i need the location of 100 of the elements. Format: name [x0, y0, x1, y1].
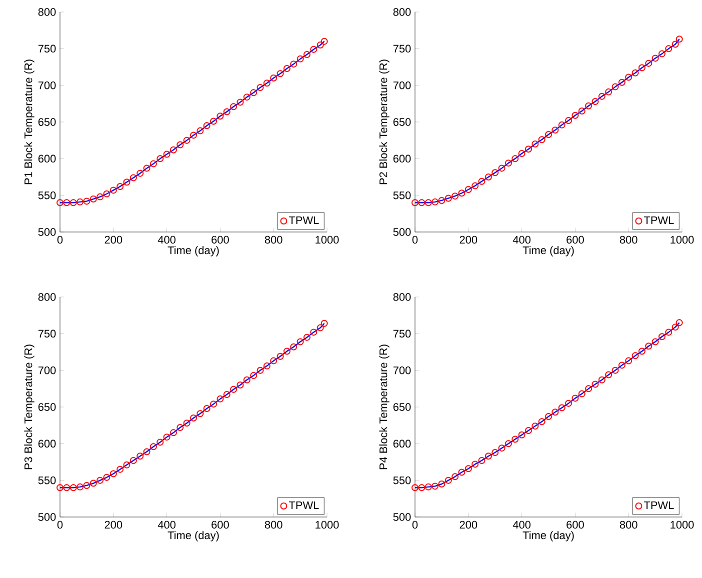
point: [652, 338, 659, 346]
point: [558, 121, 566, 128]
y-tick-label: 600: [393, 154, 411, 163]
y-tick-label: 500: [393, 228, 411, 236]
legend-label: TPWL: [644, 216, 674, 224]
point: [464, 186, 472, 193]
x-tick-label: 600: [566, 520, 584, 529]
x-tick-label: 600: [212, 520, 229, 529]
point: [504, 440, 512, 448]
point: [150, 443, 157, 450]
point: [96, 476, 104, 484]
y-tick-label: 550: [38, 476, 56, 484]
point: [498, 444, 506, 452]
x-tick-label: 400: [512, 520, 531, 529]
y-tick-label: 550: [393, 476, 411, 484]
point: [236, 98, 244, 106]
point: [320, 38, 328, 45]
point: [658, 50, 666, 58]
point: [592, 380, 599, 388]
point: [458, 468, 466, 476]
x-tick-label: 0: [57, 520, 63, 529]
y-tick-label: 700: [38, 81, 56, 90]
point: [585, 102, 592, 110]
y-tick-label: 500: [38, 513, 56, 521]
point: [83, 198, 90, 205]
point: [452, 473, 459, 480]
point: [418, 484, 426, 492]
point: [438, 196, 446, 204]
point: [63, 484, 70, 492]
point: [76, 483, 84, 490]
point: [532, 140, 539, 148]
y-tick-label: 750: [38, 44, 56, 53]
y-tick-label: 750: [38, 330, 56, 338]
legend-label: TPWL: [288, 216, 319, 224]
y-tick-label: 750: [393, 44, 411, 53]
point: [116, 183, 124, 190]
point: [618, 362, 626, 369]
y-axis-title: P4 Block Temperature (R): [379, 344, 390, 470]
point: [632, 69, 639, 76]
point: [263, 80, 270, 87]
point: [250, 372, 258, 379]
point: [230, 103, 238, 110]
point: [110, 470, 117, 478]
point: [223, 108, 230, 116]
point: [136, 452, 144, 460]
point: [592, 98, 599, 105]
point: [230, 386, 238, 393]
point: [484, 452, 492, 460]
point: [452, 192, 459, 200]
point: [538, 418, 546, 426]
point: [276, 70, 284, 78]
point: [472, 182, 479, 190]
y-tick-label: 500: [38, 228, 56, 236]
point: [518, 150, 526, 158]
y-tick-label: 800: [393, 8, 411, 16]
point: [90, 195, 97, 202]
point: [116, 466, 124, 473]
point: [464, 465, 472, 472]
point: [130, 457, 137, 464]
point: [612, 366, 619, 374]
point: [76, 198, 84, 206]
point: [70, 199, 77, 206]
point: [632, 352, 639, 360]
point: [492, 448, 499, 456]
y-tick-label: 700: [38, 366, 56, 374]
y-tick-label: 650: [393, 118, 411, 126]
point: [56, 199, 64, 206]
point: [618, 78, 626, 86]
point: [504, 160, 512, 167]
point: [498, 164, 506, 172]
point: [658, 333, 666, 340]
point: [545, 413, 552, 420]
point: [316, 324, 324, 332]
x-tick-label: 400: [158, 236, 176, 244]
point: [296, 55, 304, 62]
x-axis-title: Time (day): [522, 531, 574, 542]
point: [103, 190, 110, 198]
point: [438, 480, 446, 488]
point: [444, 476, 452, 484]
x-tick-label: 0: [57, 236, 63, 244]
point: [518, 431, 526, 438]
point: [190, 132, 197, 139]
point: [303, 51, 310, 58]
point: [156, 155, 164, 162]
point: [598, 92, 606, 100]
y-axis-title: P2 Block Temperature (R): [379, 60, 390, 184]
point: [598, 376, 606, 384]
point: [90, 480, 97, 487]
point: [263, 362, 270, 370]
legend-label: TPWL: [288, 501, 319, 509]
point: [565, 400, 572, 407]
y-tick-label: 500: [393, 513, 411, 521]
point: [223, 391, 230, 398]
point: [256, 366, 264, 374]
point: [176, 141, 184, 148]
y-tick-label: 800: [38, 293, 56, 301]
point: [103, 474, 110, 481]
point: [63, 199, 70, 206]
point: [572, 112, 579, 119]
point: [672, 40, 679, 48]
